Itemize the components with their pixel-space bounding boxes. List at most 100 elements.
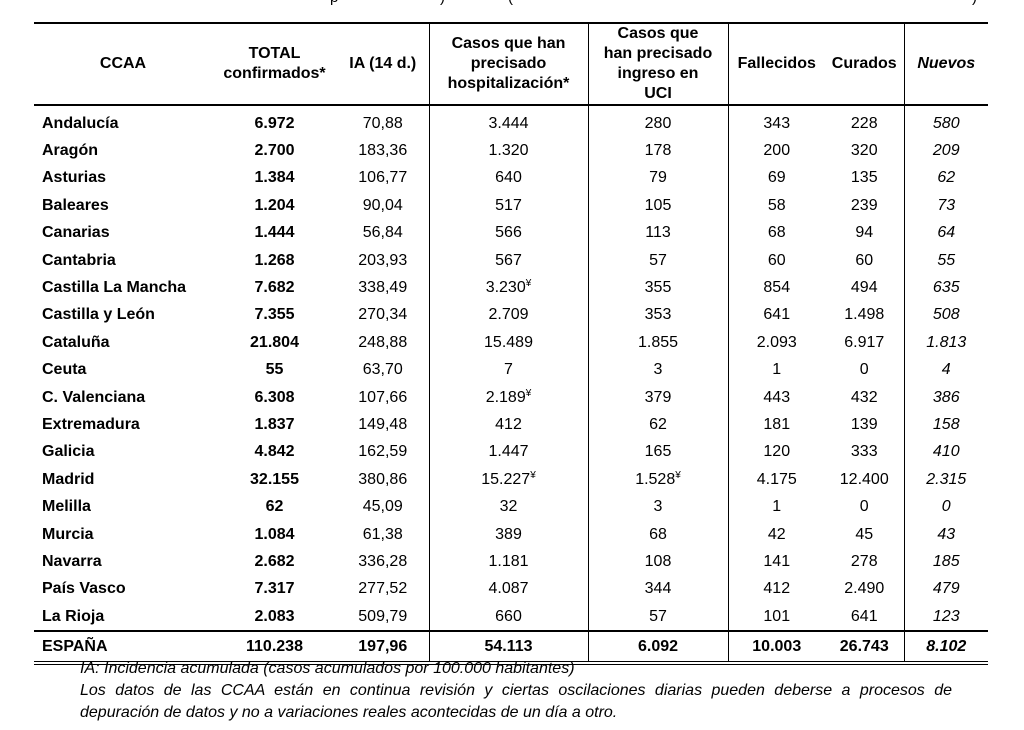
cell-fallecidos: 1 xyxy=(727,356,825,384)
cell-ia: 203,93 xyxy=(337,247,429,274)
cell-uci: 57 xyxy=(587,603,728,632)
cell-ia-value: 509,79 xyxy=(358,607,408,625)
cell-ccaa: Galicia xyxy=(34,439,212,466)
cell-total: 62 xyxy=(212,493,337,520)
cell-fallecidos-value: 101 xyxy=(763,607,791,625)
cell-nuevos: 55 xyxy=(903,246,988,275)
cell-uci: 108 xyxy=(587,548,728,576)
cell-total-value: 1.084 xyxy=(254,525,295,543)
cell-hospitalizacion-value: 15.227 xyxy=(481,470,531,488)
table-row: Castilla y León 7.355 270,34 2.709 353 641 1.4… xyxy=(34,301,988,330)
cell-ia-value: 56,84 xyxy=(362,224,403,242)
cropped-caption-fragment: p ) ( ) xyxy=(40,0,988,5)
footnote-mark: ¥ xyxy=(675,469,681,481)
cell-nuevos: 43 xyxy=(903,520,988,549)
cell-curados-value: 239 xyxy=(850,196,878,214)
cell-uci: 57 xyxy=(587,246,728,275)
cell-total-value: 32.155 xyxy=(250,470,299,488)
cell-curados: 6.917 xyxy=(825,329,904,356)
cell-uci: 353 xyxy=(587,301,728,330)
cell-total: 55 xyxy=(212,357,337,384)
cell-ia-value: 107,66 xyxy=(358,388,408,406)
cell-hospitalizacion-value: 389 xyxy=(495,525,522,543)
cell-fallecidos-value: 4.175 xyxy=(756,470,797,488)
cell-hospitalizacion-value: 1.447 xyxy=(488,443,529,461)
cell-fallecidos: 141 xyxy=(727,548,825,576)
table-row: Castilla La Mancha 7.682 338,49 3.230¥ 355 85… xyxy=(34,274,988,302)
table-row: Madrid 32.155 380,86 15.227¥ 1.528¥ 4.175 12.4… xyxy=(34,466,988,494)
cell-nuevos: 410 xyxy=(903,438,988,467)
cell-uci-value: 353 xyxy=(644,306,672,324)
cell-curados-value: 94 xyxy=(855,224,874,242)
cell-uci-value: 113 xyxy=(645,224,671,242)
cell-curados: 2.490 xyxy=(825,576,904,603)
cell-fallecidos: 343 xyxy=(727,105,825,138)
cell-fallecidos-value: 343 xyxy=(763,114,791,132)
cell-uci-value: 108 xyxy=(644,552,672,570)
cell-hospitalizacion: 1.447 xyxy=(428,438,588,467)
cell-ccaa: Melilla xyxy=(34,493,212,520)
cell-uci: 344 xyxy=(587,575,728,604)
cell-total: 32.155 xyxy=(212,466,337,493)
cell-ia: 270,34 xyxy=(337,302,429,329)
cell-uci: 3 xyxy=(587,356,728,384)
cell-curados-value: 432 xyxy=(850,388,878,406)
cell-ccaa-value: Extremadura xyxy=(42,415,140,433)
cell-fallecidos: 412 xyxy=(727,575,825,604)
cell-fallecidos: 68 xyxy=(727,219,825,247)
cell-fallecidos-value: 58 xyxy=(767,196,786,214)
cell-nuevos: 62 xyxy=(903,164,988,193)
cell-uci-value: 57 xyxy=(649,607,667,625)
cell-curados-value: 139 xyxy=(850,415,878,433)
cell-ia: 277,52 xyxy=(337,576,429,603)
cell-nuevos-value: 123 xyxy=(932,607,960,625)
cell-ccaa-value: País Vasco xyxy=(42,580,126,598)
cell-ccaa: Cataluña xyxy=(34,329,212,356)
cell-fallecidos-value: 2.093 xyxy=(756,333,797,351)
cell-nuevos-value: 479 xyxy=(932,580,960,598)
cell-total: 7.682 xyxy=(212,274,337,301)
cell-uci: 105 xyxy=(587,192,728,220)
cell-uci-value: 280 xyxy=(644,114,672,132)
caption-fragment-4: ) xyxy=(972,0,977,5)
cell-curados: 239 xyxy=(825,192,904,219)
cell-nuevos-value: 158 xyxy=(932,415,960,433)
note-revision-line2: depuración de datos y no a variaciones r… xyxy=(80,704,618,721)
cell-nuevos: 580 xyxy=(903,105,988,138)
cell-total-value: 7.317 xyxy=(254,580,295,598)
footnote-mark: ¥ xyxy=(525,387,532,399)
cell-hospitalizacion-value: 412 xyxy=(495,415,522,433)
cell-ccaa-value: Canarias xyxy=(42,224,110,242)
cell-curados: 1.498 xyxy=(825,302,904,329)
header-nuevos: Nuevos xyxy=(903,22,988,106)
cell-nuevos-value: 43 xyxy=(937,525,956,543)
cell-uci: 280 xyxy=(587,105,728,138)
cell-curados-value: 2.490 xyxy=(844,580,885,598)
cell-ccaa: Madrid xyxy=(34,466,212,493)
cell-uci-value: 1.855 xyxy=(637,333,679,351)
cell-nuevos-value: 185 xyxy=(932,552,960,570)
cell-nuevos: 0 xyxy=(903,493,988,521)
cell-total-value: 4.842 xyxy=(254,443,295,461)
cell-ccaa-value: Madrid xyxy=(42,470,95,488)
totals-total: 110.238 xyxy=(212,630,337,666)
cell-ccaa-value: Andalucía xyxy=(42,114,119,132)
cell-curados: 135 xyxy=(825,165,904,192)
cell-ccaa: Murcia xyxy=(34,521,212,548)
cell-uci-value: 105 xyxy=(644,196,672,214)
cell-hospitalizacion-value: 15.489 xyxy=(484,333,533,351)
cell-nuevos: 123 xyxy=(903,603,988,632)
cell-hospitalizacion-value: 7 xyxy=(504,361,513,379)
cell-fallecidos: 69 xyxy=(727,164,825,193)
cell-total-value: 6.308 xyxy=(254,388,295,406)
cell-ia-value: 149,48 xyxy=(358,415,408,433)
cell-curados: 12.400 xyxy=(825,466,904,493)
cell-fallecidos-value: 69 xyxy=(767,169,786,187)
cell-total: 2.083 xyxy=(212,603,337,631)
cell-total-value: 2.083 xyxy=(254,607,295,625)
table-row: Asturias 1.384 106,77 640 79 69 135 62 xyxy=(34,164,988,193)
cell-uci: 355 xyxy=(587,274,728,302)
cell-total: 1.084 xyxy=(212,521,337,548)
cell-ia-value: 277,52 xyxy=(358,580,408,598)
cell-total-value: 1.444 xyxy=(254,224,295,242)
